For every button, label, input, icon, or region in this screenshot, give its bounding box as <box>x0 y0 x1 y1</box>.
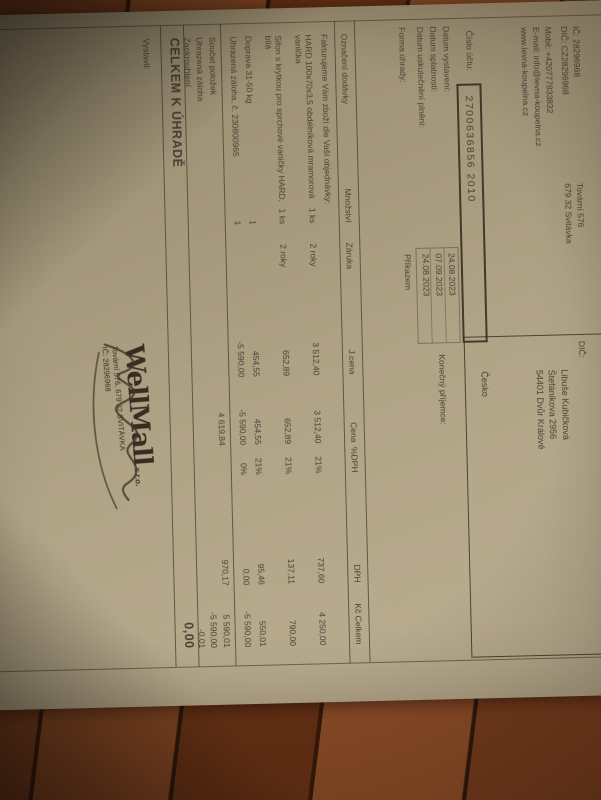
item-quantity: 1 <box>232 220 243 226</box>
header-vat-rate: %DPH <box>349 446 360 473</box>
item-price: 3 512,40 <box>312 410 324 444</box>
payment-method-value: Příkazem <box>402 254 414 291</box>
supplier-street: Tovární 576 <box>574 182 586 228</box>
account-box: 2700636856 2010 <box>456 83 488 343</box>
item-quantity: 1 ks <box>277 208 288 225</box>
date-issued-value: 24.08.2023 <box>446 252 458 296</box>
item-vat-rate: 0% <box>238 462 249 476</box>
handwritten-signature <box>92 343 139 510</box>
item-price: 454,55 <box>252 418 264 445</box>
date-fulfillment-label: Datum uskutečnění plnění: <box>415 26 428 129</box>
customer-street: Štefánikova 2956 <box>546 369 559 440</box>
item-vat-rate: 21% <box>313 456 324 474</box>
summary-items-price: 4 619,84 <box>216 412 228 446</box>
item-total: 4 250,00 <box>317 612 329 646</box>
item-total: 790,00 <box>287 619 299 647</box>
supplier-city: 679 32 Svitávka <box>562 183 575 244</box>
date-due-value: 07.09.2023 <box>433 253 445 297</box>
issued-by-label: Vystavil: <box>141 38 152 70</box>
account-number: 2700636856 2010 <box>463 95 478 203</box>
supplier-mobile: Mobil: +420777833832 <box>543 26 556 114</box>
date-due-label: Datum splatnosti: <box>428 26 440 93</box>
customer-city: 54401 Dvůr Králové <box>534 369 547 450</box>
item-quantity: 1 <box>247 220 258 226</box>
header-price: Cena <box>348 422 360 443</box>
date-fulfillment-value: 24.08.2023 <box>420 253 432 297</box>
header-quantity: Množství <box>342 188 354 223</box>
customer-dic-label: DIČ: <box>576 340 588 359</box>
date-issued-label: Datum vystavení: <box>441 26 453 92</box>
header-total: Kč Celkem <box>353 603 365 645</box>
final-recipient-label: Konečný příjemce: <box>437 354 449 425</box>
invoice-right-border <box>0 655 601 673</box>
payment-method-label: Forma úhrady: <box>397 27 409 83</box>
item-vat-rate: 21% <box>253 457 264 475</box>
item-vat-rate: 21% <box>283 456 294 475</box>
item-price: 652,89 <box>282 418 294 445</box>
grand-total-label: CELKEM K ÚHRADĚ <box>167 37 185 168</box>
invoice-paper: IČ: 28296968 DIČ: CZ28296968 Mobil: +420… <box>0 0 601 711</box>
item-price: -5 590,00 <box>237 409 249 446</box>
item-quantity: 1 ks <box>307 207 318 224</box>
customer-country: Česko <box>479 371 491 397</box>
account-label: Číslo účtu: <box>464 30 476 71</box>
supplier-ic: IČ: 28296968 <box>571 25 583 78</box>
item-total: 550,01 <box>257 620 269 647</box>
customer-name: Libuše Kubičková <box>559 369 572 441</box>
supplier-email: E-mail: info@levna-koupelna.cz <box>531 26 544 147</box>
supplier-web: www.levna-koupelna.cz <box>519 27 532 117</box>
supplier-dic: DIČ: CZ28296968 <box>559 26 571 95</box>
